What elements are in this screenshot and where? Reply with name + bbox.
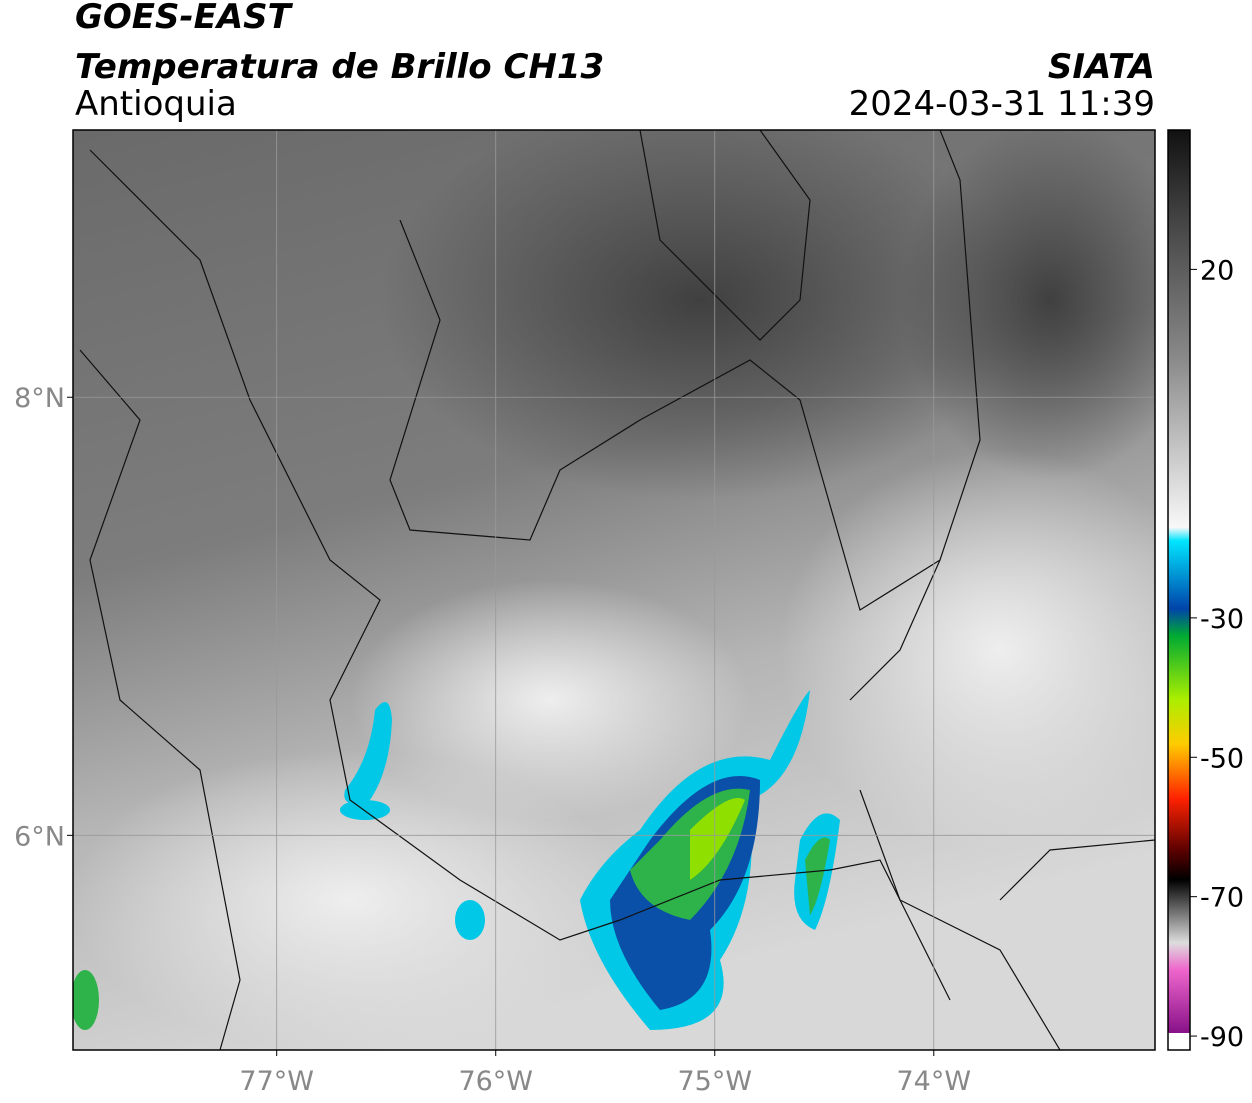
y-tick-label: 6°N xyxy=(14,821,65,852)
y-tick-label: 8°N xyxy=(14,383,65,414)
colorbar-tick-label: -70 xyxy=(1200,883,1244,914)
x-tick-label: 74°W xyxy=(897,1066,972,1097)
map-frame xyxy=(72,129,1156,1051)
source: SIATA xyxy=(1048,47,1155,87)
colorbar-frame xyxy=(1167,129,1191,1051)
colorbar-tick-label: -50 xyxy=(1200,743,1244,774)
colorbar-under xyxy=(1168,1033,1190,1050)
colorbar-tick-label: -90 xyxy=(1200,1022,1244,1053)
subtitle: Temperatura de Brillo CH13 xyxy=(75,47,604,87)
x-tick-label: 77°W xyxy=(239,1066,314,1097)
timestamp: 2024-03-31 11:39 xyxy=(849,84,1155,124)
title: GOES-EAST xyxy=(75,0,294,37)
region: Antioquia xyxy=(75,84,237,124)
colorbar xyxy=(1168,130,1190,1033)
colorbar-tick-label: 20 xyxy=(1200,255,1234,286)
satellite-image xyxy=(73,130,1155,1050)
grid xyxy=(73,130,1155,1050)
x-tick-label: 76°W xyxy=(458,1066,533,1097)
x-tick-label: 75°W xyxy=(677,1066,752,1097)
colorbar-tick-label: -30 xyxy=(1200,604,1244,635)
